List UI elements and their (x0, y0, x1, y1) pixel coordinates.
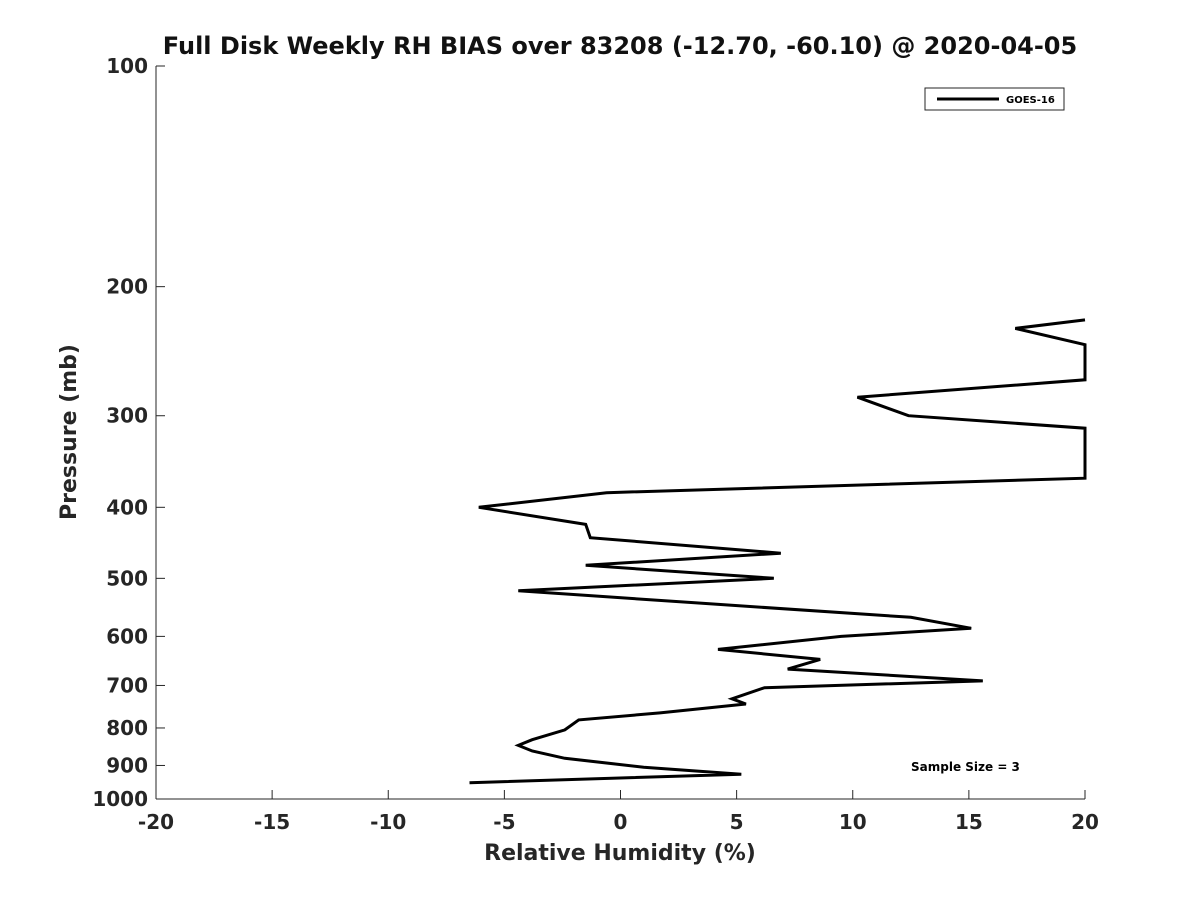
x-tick-label: 5 (730, 810, 744, 834)
y-tick-label: 400 (106, 495, 148, 519)
y-tick-label: 500 (106, 566, 148, 590)
y-tick-label: 1000 (92, 787, 148, 811)
y-axis-ticks: 100 200 300 400 500 600 700 800 900 1000 (92, 54, 165, 811)
x-axis-ticks: -20 -15 -10 -5 0 5 10 15 20 (138, 790, 1099, 834)
legend: GOES-16 (924, 87, 1065, 111)
chart-title: Full Disk Weekly RH BIAS over 83208 (-12… (163, 32, 1077, 60)
y-tick-label: 800 (106, 716, 148, 740)
x-axis-label: Relative Humidity (%) (484, 841, 756, 866)
y-tick-label: 600 (106, 624, 148, 648)
x-tick-label: -5 (493, 810, 515, 834)
plot-area-background (156, 66, 1085, 799)
x-tick-label: -15 (254, 810, 290, 834)
y-tick-label: 300 (106, 404, 148, 428)
legend-label-goes-16: GOES-16 (1006, 95, 1055, 106)
y-axis-label: Pressure (mb) (57, 344, 82, 520)
y-tick-label: 200 (106, 275, 148, 299)
x-tick-label: -20 (138, 810, 174, 834)
y-tick-label: 700 (106, 673, 148, 697)
y-tick-label: 100 (106, 54, 148, 78)
sample-size-annotation: Sample Size = 3 (911, 760, 1020, 774)
goes-16-series-line (469, 318, 1087, 785)
x-tick-label: 0 (614, 810, 628, 834)
x-tick-label: 20 (1071, 810, 1099, 834)
x-tick-label: 15 (955, 810, 983, 834)
y-tick-label: 900 (106, 753, 148, 777)
x-tick-label: -10 (370, 810, 406, 834)
x-tick-label: 10 (839, 810, 867, 834)
